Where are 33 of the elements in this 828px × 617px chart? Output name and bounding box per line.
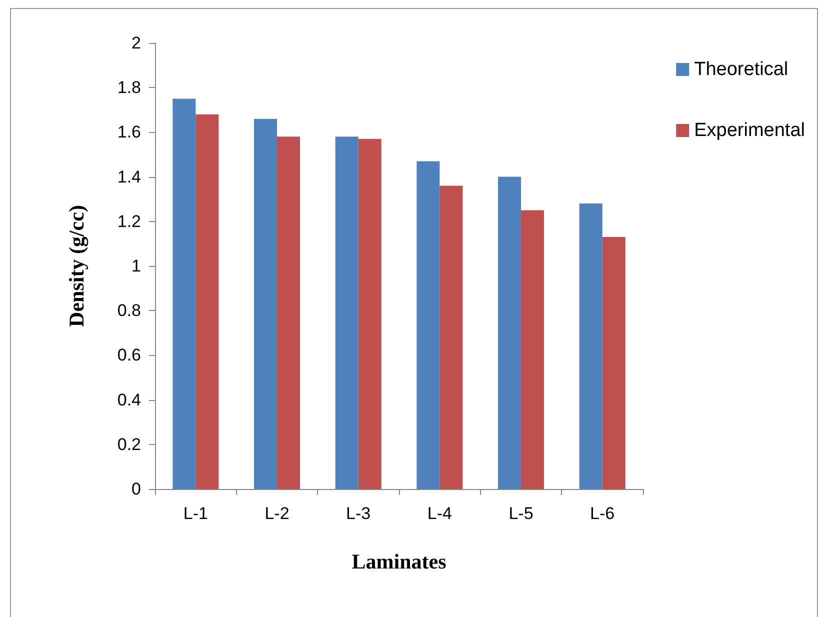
x-tick-label: L-5 <box>508 504 534 523</box>
x-tick-label: L-3 <box>346 504 371 523</box>
bar <box>602 237 626 489</box>
y-tick-label: 0.4 <box>117 390 141 410</box>
y-tick-label: 0.2 <box>117 434 141 454</box>
legend-label: Theoretical <box>694 59 788 80</box>
bar <box>277 136 300 489</box>
bar <box>254 118 277 489</box>
y-tick-label: 1.2 <box>117 212 141 231</box>
x-tick-label: L-4 <box>427 504 452 523</box>
legend-label: Experimental <box>694 120 806 141</box>
bar <box>579 204 602 489</box>
y-tick-label: 2 <box>132 34 141 52</box>
y-tick-label: 1 <box>132 256 141 276</box>
x-tick-label: L-1 <box>183 504 208 523</box>
x-tick-label: L-2 <box>264 504 290 523</box>
x-tick-label: L-6 <box>590 504 615 523</box>
bar <box>416 161 440 489</box>
bar <box>440 186 463 489</box>
bar <box>358 138 382 489</box>
y-tick-label: 1.8 <box>117 78 141 98</box>
y-axis-title: Density (g/cc) <box>64 205 88 327</box>
bar <box>521 210 544 489</box>
x-axis-title: Laminates <box>352 550 446 574</box>
bar <box>172 98 196 489</box>
bar <box>498 176 521 489</box>
y-tick-label: 1.6 <box>117 122 141 142</box>
bar <box>335 136 358 489</box>
y-tick-label: 0 <box>132 480 141 498</box>
y-tick-label: 0.6 <box>117 346 141 365</box>
bar <box>196 114 219 489</box>
y-tick-label: 0.8 <box>117 301 141 320</box>
y-tick-label: 1.4 <box>117 167 141 186</box>
